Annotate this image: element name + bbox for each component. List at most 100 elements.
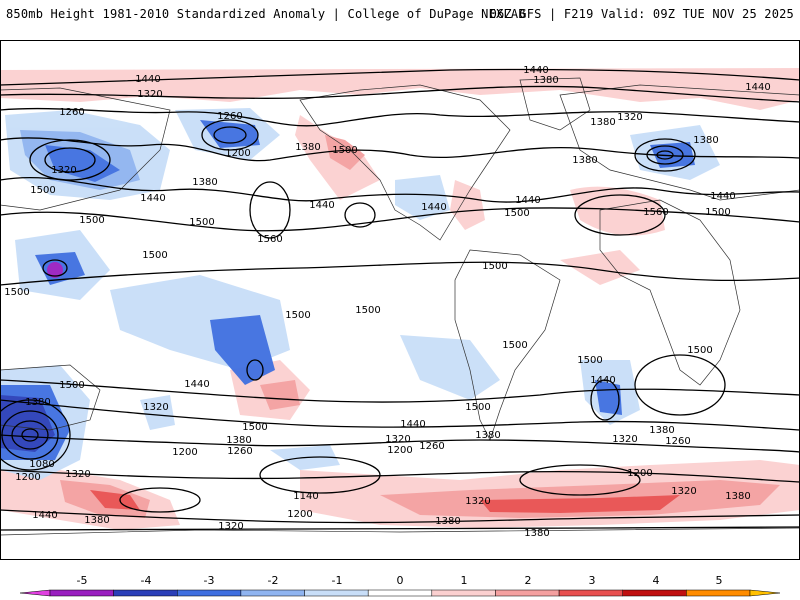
positive-anomaly-shading [0,68,800,530]
contour-label: 1080 [29,459,54,470]
contour-label: 1200 [287,509,312,520]
contour-label: 1500 [332,145,357,156]
contour-label: 1380 [693,135,718,146]
contour-label: 1380 [725,491,750,502]
contour-label: 1440 [140,193,165,204]
contour-label: 1380 [649,425,674,436]
colorbar-segment [177,589,242,597]
contour-label: 1440 [309,200,334,211]
contour-label: 1380 [295,142,320,153]
contour-label: 1200 [627,468,652,479]
contour-label: 1200 [225,148,250,159]
colorbar-segment [686,589,751,597]
contour-label: 1500 [687,345,712,356]
contour-label: 1380 [590,117,615,128]
colorbar-segment [622,589,687,597]
contour-label: 1440 [421,202,446,213]
contour-label: 1560 [643,207,668,218]
anomaly-map: 1440 1320 1260 1260 1200 1380 1500 1440 … [0,40,800,560]
contour-label: 1440 [515,195,540,206]
colorbar-segment [49,589,114,597]
contour-label: 1440 [184,379,209,390]
greenland-outline [519,77,591,131]
contour-label: 1380 [572,155,597,166]
contour-label: 1320 [137,89,162,100]
colorbar-segment [495,589,560,597]
contour-label: 1440 [32,510,57,521]
antarctica-outline [0,527,800,536]
colorbar-tick-labels: -5 -4 -3 -2 -1 0 1 2 3 4 5 [77,574,723,587]
contour-label: 1320 [65,469,90,480]
colorbar-segment [558,589,623,597]
contour-label: 1380 [533,75,558,86]
contour-label: 1500 [482,261,507,272]
height-contours [0,68,800,531]
colorbar-segment [240,589,305,597]
contour-label: 1320 [51,165,76,176]
contour-label: 1500 [79,215,104,226]
colorbar-tick-label: -5 [77,574,88,587]
australia-outline [0,364,101,431]
colorbar-tick-label: 4 [653,574,660,587]
contour-label: 1200 [15,472,40,483]
contour-label: 1380 [524,528,549,539]
colorbar-tick-label: 2 [525,574,532,587]
contour-label: 1260 [59,107,84,118]
colorbar-tick-label: 1 [461,574,468,587]
contour-label: 1440 [523,65,548,76]
contour-label: 1320 [671,486,696,497]
colorbar-tick-label: -2 [268,574,279,587]
colorbar-tick-label: -4 [141,574,152,587]
contour-label: 1440 [590,375,615,386]
colorbar-tick-label: -1 [332,574,343,587]
colorbar-arrow-high [749,589,781,597]
africa-outline [599,199,741,386]
contour-labels: 1440 1320 1260 1260 1200 1380 1500 1440 … [4,65,770,539]
asia-east-outline [0,87,171,211]
colorbar-segments [19,589,781,597]
contour-label: 1380 [475,430,500,441]
contour-label: 1380 [226,435,251,446]
contour-label: 1500 [285,310,310,321]
contour-label: 1320 [218,521,243,532]
contour-label: 1560 [257,234,282,245]
map-header: 850mb Height 1981-2010 Standardized Anom… [0,0,800,40]
contour-label: 1260 [665,436,690,447]
contour-label: 1380 [25,397,50,408]
colorbar-segment [113,589,178,597]
contour-label: 1500 [30,185,55,196]
contour-label: 1440 [400,419,425,430]
contour-label: 1440 [745,82,770,93]
colorbar-tick-label: 3 [589,574,596,587]
contour-label: 1500 [502,340,527,351]
colorbar-tick-label: -3 [204,574,215,587]
contour-label: 1500 [189,217,214,228]
colorbar-segment [431,589,496,597]
colorbar-segment [304,589,369,597]
contour-label: 1260 [217,111,242,122]
negative-anomaly-shading [0,108,720,480]
colorbar-tick-label: 5 [716,574,723,587]
contour-label: 1260 [419,441,444,452]
contour-label: 1320 [143,402,168,413]
contour-label: 1380 [435,516,460,527]
contour-label: 1320 [612,434,637,445]
contour-label: 1500 [242,422,267,433]
contour-label: 1500 [577,355,602,366]
contour-label: 1500 [59,380,84,391]
colorbar-arrow-low [19,589,51,597]
contour-label: 1200 [387,445,412,456]
contour-label: 1380 [84,515,109,526]
contour-label: 1260 [227,446,252,457]
map-title: 850mb Height 1981-2010 Standardized Anom… [6,7,526,21]
contour-label: 1320 [617,112,642,123]
colorbar-tick-label: 0 [397,574,404,587]
colorbar-segment [367,589,433,597]
contour-label: 1500 [465,402,490,413]
contour-label: 1440 [135,74,160,85]
anomaly-colorbar: -5 -4 -3 -2 -1 0 1 2 3 4 5 [19,574,781,597]
contour-label: 1320 [465,496,490,507]
contour-label: 1320 [385,434,410,445]
contour-label: 1500 [355,305,380,316]
contour-label: 1140 [293,491,318,502]
